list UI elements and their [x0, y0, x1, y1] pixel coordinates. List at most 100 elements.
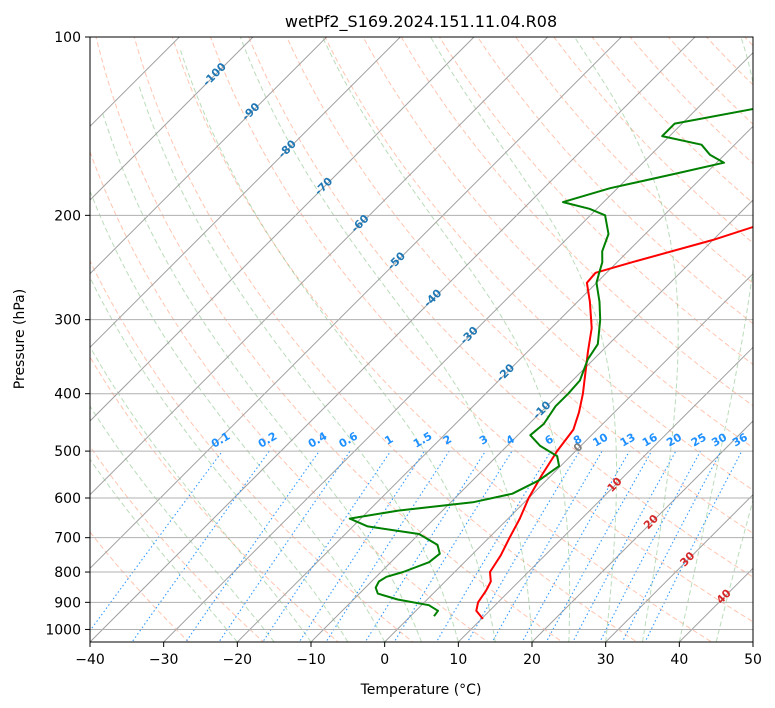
dry-adiabat	[90, 531, 190, 642]
y-tick-label: 200	[54, 208, 81, 224]
mixing-ratio-label: 0.4	[306, 429, 330, 450]
mixing-ratio-label: 2	[441, 433, 454, 448]
isotherm-line	[90, 37, 623, 570]
dry-adiabat	[133, 37, 638, 642]
mixing-ratio-line	[325, 450, 450, 642]
mixing-ratio-line	[393, 450, 513, 642]
y-tick-label: 600	[54, 491, 81, 507]
x-tick-label: −30	[149, 652, 179, 668]
x-tick-label: 20	[523, 652, 541, 668]
moist-adiabat	[90, 189, 386, 642]
x-tick-label: 0	[380, 652, 389, 668]
x-tick-label: 40	[670, 652, 688, 668]
isotherm-line	[752, 641, 753, 642]
x-tick-label: −10	[296, 652, 326, 668]
x-tick-label: 50	[744, 652, 762, 668]
mixing-ratio-label: 1.5	[411, 430, 434, 451]
y-tick-label: 800	[54, 565, 81, 581]
mixing-ratio-line	[621, 450, 722, 642]
moist-adiabat	[90, 405, 275, 642]
y-tick-label: 900	[54, 595, 81, 611]
moist-adiabat	[430, 37, 617, 642]
isotherm-line	[310, 199, 753, 642]
isotherm-label: -10	[530, 398, 553, 421]
isotherm-label: -90	[239, 100, 262, 123]
plot-frame	[89, 36, 754, 643]
x-tick-label: 30	[597, 652, 615, 668]
isotherm-line	[90, 37, 549, 496]
mixing-ratio-label: 4	[504, 432, 517, 447]
temperature-profile	[475, 225, 753, 620]
mixing-ratio-label: 0.1	[209, 430, 232, 451]
isotherm-line	[236, 125, 753, 642]
mixing-ratio-line	[185, 450, 320, 642]
y-tick-label: 100	[54, 30, 81, 46]
mixing-ratio-label: 3	[477, 433, 490, 448]
isotherm-label: 30	[677, 549, 697, 569]
x-tick-label: 10	[449, 652, 467, 668]
dry-adiabat	[756, 10, 775, 654]
dry-adiabat	[90, 445, 265, 642]
x-axis-label: Temperature (°C)	[360, 682, 482, 698]
x-tick-label: −20	[223, 652, 253, 668]
moist-adiabat	[179, 49, 496, 642]
mixing-ratio-line	[131, 450, 270, 642]
isotherm-label: -70	[312, 175, 335, 198]
dry-adiabat	[744, 37, 753, 47]
isotherm-line	[90, 37, 254, 201]
dry-adiabat	[591, 37, 753, 204]
dry-adiabat	[90, 356, 340, 642]
mixing-ratio-line	[545, 450, 653, 642]
y-tick-label: 700	[54, 531, 81, 547]
moist-adiabat	[90, 458, 238, 642]
dry-adiabat	[171, 37, 713, 642]
isotherm-label: -50	[385, 249, 408, 272]
mixing-ratio-label: 0.6	[337, 429, 361, 450]
y-axis-label: Pressure (hPa)	[12, 289, 28, 389]
mixing-ratio-label: 0.2	[256, 430, 279, 451]
y-tick-label: 500	[54, 444, 81, 460]
chart-title: wetPf2_S169.2024.151.11.04.R08	[285, 12, 557, 32]
isotherm-line	[90, 37, 181, 128]
dry-adiabat	[248, 37, 753, 578]
isotherm-label: -100	[200, 60, 229, 89]
y-tick-label: 400	[54, 387, 81, 403]
isotherm-label: -40	[421, 286, 444, 309]
dry-adiabat	[515, 37, 753, 284]
isotherm-line	[90, 37, 402, 349]
moist-adiabat	[137, 83, 459, 642]
dry-adiabat	[400, 37, 753, 407]
isotherm-label: -80	[276, 137, 299, 160]
moist-adiabat	[574, 37, 679, 642]
isotherm-line	[457, 346, 753, 642]
isotherm-label: -20	[494, 361, 517, 384]
isotherm-label: 40	[714, 586, 734, 606]
moist-adiabat	[322, 37, 571, 642]
moist-adiabat	[715, 498, 753, 642]
mixing-ratio-label: 30	[709, 430, 729, 449]
isotherm-line	[531, 420, 753, 642]
mixing-ratio-label: 16	[640, 430, 660, 449]
dewpoint-profile	[348, 107, 753, 617]
moist-adiabat	[678, 37, 753, 642]
dry-adiabat	[362, 37, 753, 449]
mixing-ratio-label: 1	[382, 433, 395, 448]
dry-adiabat	[90, 259, 414, 642]
moist-adiabat	[102, 114, 422, 642]
isotherm-line	[90, 37, 475, 422]
isotherm-label: 10	[605, 474, 625, 494]
isotherm-line	[604, 493, 753, 642]
isotherm-label: -30	[458, 324, 481, 347]
dry-adiabat	[286, 37, 753, 534]
mixing-ratio-line	[298, 450, 425, 642]
y-tick-label: 300	[54, 313, 81, 329]
dry-adiabat	[477, 37, 753, 325]
mixing-ratio-line	[262, 450, 392, 642]
dry-adiabat	[95, 37, 564, 642]
isotherm-line	[90, 37, 328, 275]
x-tick-label: −40	[75, 652, 105, 668]
mixing-ratio-label: 13	[618, 431, 638, 450]
isotherm-line	[90, 37, 696, 642]
dry-adiabat	[209, 37, 753, 623]
